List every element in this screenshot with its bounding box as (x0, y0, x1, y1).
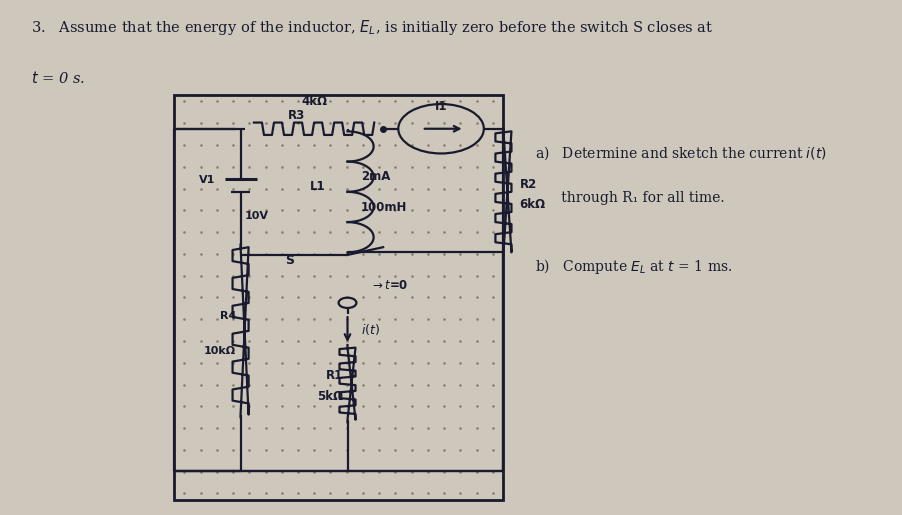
Text: 2mA: 2mA (361, 170, 390, 183)
Text: 4kΩ: 4kΩ (300, 95, 327, 109)
Text: 100mH: 100mH (361, 201, 407, 214)
Text: L1: L1 (309, 180, 325, 193)
Text: 5kΩ: 5kΩ (317, 390, 343, 403)
Text: through R₁ for all time.: through R₁ for all time. (534, 191, 723, 204)
Text: 10kΩ: 10kΩ (204, 347, 235, 356)
Text: I1: I1 (435, 100, 446, 113)
Text: R2: R2 (519, 178, 536, 191)
Text: b)   Compute $E_L$ at $t$ = 1 ms.: b) Compute $E_L$ at $t$ = 1 ms. (534, 258, 732, 277)
Text: 3.   Assume that the energy of the inductor, $E_L$, is initially zero before the: 3. Assume that the energy of the inducto… (32, 18, 713, 37)
Text: R1: R1 (326, 369, 343, 383)
Text: $i(t)$: $i(t)$ (361, 322, 380, 337)
Text: R3: R3 (288, 109, 305, 123)
Text: V1: V1 (198, 175, 215, 185)
Text: R4: R4 (219, 311, 235, 320)
Text: S: S (285, 253, 294, 267)
Text: $\rightarrow t$=0: $\rightarrow t$=0 (370, 279, 408, 293)
Text: 6kΩ: 6kΩ (519, 198, 545, 211)
Text: $t$ = 0 s.: $t$ = 0 s. (32, 70, 85, 85)
Text: 10V: 10V (244, 211, 269, 221)
Text: a)   Determine and sketch the current $i(t)$: a) Determine and sketch the current $i(t… (534, 144, 825, 162)
